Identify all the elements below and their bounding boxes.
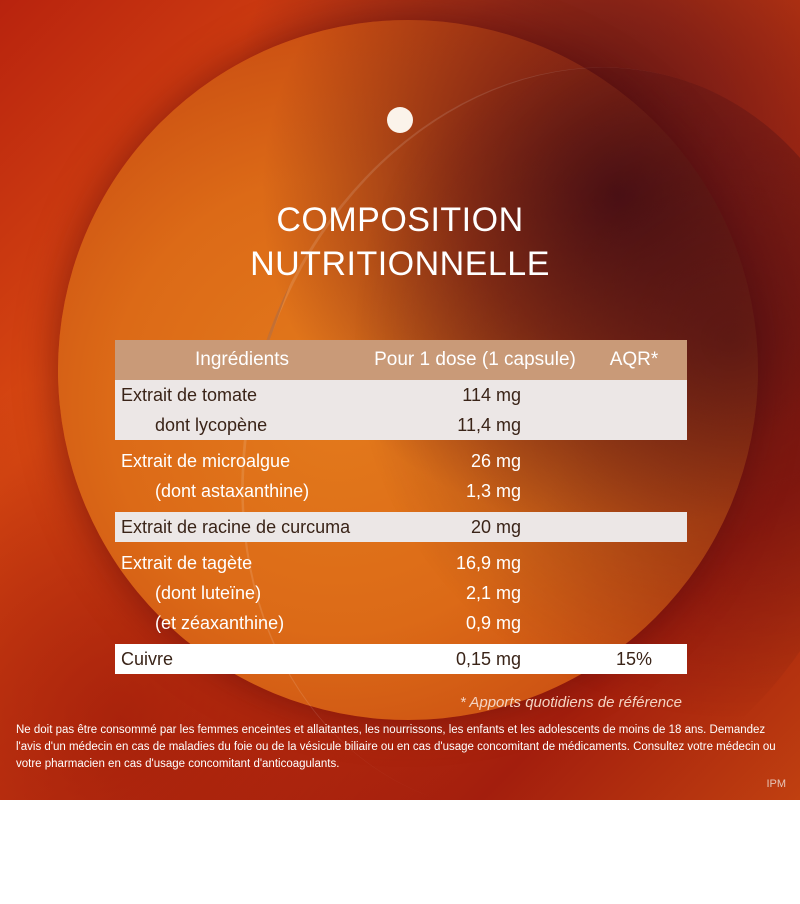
title-line-2: NUTRITIONNELLE bbox=[250, 245, 550, 283]
ingredient-value: 0,9 mg bbox=[465, 612, 521, 633]
ipm-logo: IPM bbox=[766, 778, 786, 790]
table-row: Extrait de tomate 114 mg bbox=[115, 380, 687, 410]
ingredient-value: 2,1 mg bbox=[465, 582, 521, 603]
ingredient-name: Extrait de tagète bbox=[121, 552, 253, 573]
ingredient-name: (dont luteïne) bbox=[155, 582, 262, 603]
hanging-hole bbox=[387, 107, 413, 133]
ingredient-aqr bbox=[581, 608, 687, 638]
table-row: Extrait de microalgue 26 mg bbox=[115, 446, 687, 476]
ingredient-value: 11,4 mg bbox=[369, 410, 581, 440]
ingredient-aqr bbox=[581, 380, 687, 410]
nutrition-table: Ingrédients Pour 1 dose (1 capsule) AQR*… bbox=[115, 340, 687, 674]
ingredient-name: dont lycopène bbox=[115, 410, 369, 440]
title-line-1: COMPOSITION bbox=[276, 201, 524, 239]
ingredient-aqr bbox=[581, 446, 687, 476]
ingredient-name: (dont astaxanthine) bbox=[155, 480, 310, 501]
ingredient-name: Extrait de microalgue bbox=[121, 450, 291, 471]
table-row: Extrait de racine de curcuma 20 mg bbox=[115, 512, 687, 542]
ingredient-aqr bbox=[581, 512, 687, 542]
ingredient-value: 20 mg bbox=[369, 512, 581, 542]
table-row: Extrait de tagète 16,9 mg bbox=[115, 548, 687, 578]
header-aqr: AQR* bbox=[581, 340, 687, 380]
table-row: (dont astaxanthine) 1,3 mg bbox=[115, 476, 687, 506]
table-row: dont lycopène 11,4 mg bbox=[115, 410, 687, 440]
header-ingredients: Ingrédients bbox=[115, 340, 369, 380]
page-title: COMPOSITION NUTRITIONNELLE bbox=[0, 198, 800, 286]
ingredient-aqr: 15% bbox=[581, 644, 687, 674]
footnote: * Apports quotidiens de référence bbox=[459, 694, 682, 711]
ingredient-aqr bbox=[581, 548, 687, 578]
disclaimer-text: Ne doit pas être consommé par les femmes… bbox=[16, 724, 776, 770]
ingredient-aqr bbox=[581, 476, 687, 506]
ingredient-aqr bbox=[581, 410, 687, 440]
ingredient-aqr bbox=[581, 578, 687, 608]
header-dose: Pour 1 dose (1 capsule) bbox=[369, 340, 581, 380]
ingredient-value: 1,3 mg bbox=[465, 480, 521, 501]
ingredient-name: Extrait de racine de curcuma bbox=[115, 512, 369, 542]
ingredient-name: Extrait de tomate bbox=[115, 380, 369, 410]
table-row: Cuivre 0,15 mg 15% bbox=[115, 644, 687, 674]
ingredient-value: 0,15 mg bbox=[369, 644, 581, 674]
ingredient-value: 114 mg bbox=[369, 380, 581, 410]
ingredient-value: 16,9 mg bbox=[455, 552, 521, 573]
table-row: (et zéaxanthine) 0,9 mg bbox=[115, 608, 687, 638]
ingredient-value: 26 mg bbox=[470, 450, 521, 471]
ingredient-name: Cuivre bbox=[115, 644, 369, 674]
table-row: (dont luteïne) 2,1 mg bbox=[115, 578, 687, 608]
table-header-row: Ingrédients Pour 1 dose (1 capsule) AQR* bbox=[115, 340, 687, 380]
ingredient-name: (et zéaxanthine) bbox=[155, 612, 285, 633]
